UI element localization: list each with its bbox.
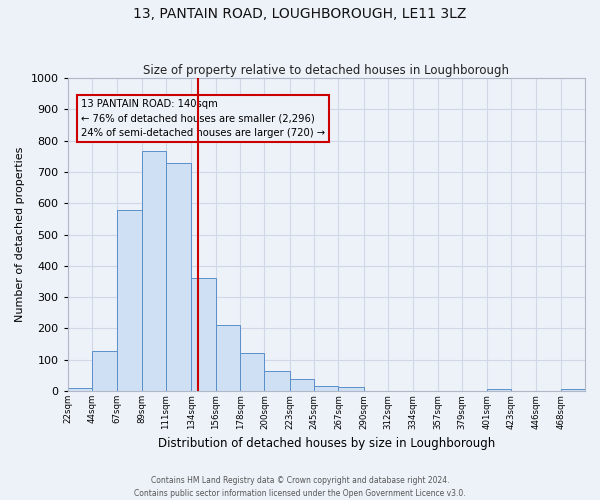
Bar: [240, 354, 265, 391]
Text: Contains HM Land Registry data © Crown copyright and database right 2024.
Contai: Contains HM Land Registry data © Crown c…: [134, 476, 466, 498]
X-axis label: Distribution of detached houses by size in Loughborough: Distribution of detached houses by size …: [158, 437, 495, 450]
Text: 13, PANTAIN ROAD, LOUGHBOROUGH, LE11 3LZ: 13, PANTAIN ROAD, LOUGHBOROUGH, LE11 3LZ: [133, 8, 467, 22]
Bar: [92, 351, 118, 391]
Bar: [142, 150, 166, 391]
Bar: [487, 388, 511, 391]
Bar: [338, 387, 364, 391]
Bar: [118, 210, 142, 391]
Bar: [216, 326, 240, 391]
Bar: [265, 372, 290, 391]
Bar: [314, 386, 338, 391]
Bar: [191, 278, 216, 391]
Bar: [560, 390, 585, 391]
Bar: [166, 162, 191, 391]
Bar: [68, 388, 92, 391]
Bar: [290, 378, 314, 391]
Title: Size of property relative to detached houses in Loughborough: Size of property relative to detached ho…: [143, 64, 509, 77]
Text: 13 PANTAIN ROAD: 140sqm
← 76% of detached houses are smaller (2,296)
24% of semi: 13 PANTAIN ROAD: 140sqm ← 76% of detache…: [80, 98, 325, 138]
Y-axis label: Number of detached properties: Number of detached properties: [15, 147, 25, 322]
